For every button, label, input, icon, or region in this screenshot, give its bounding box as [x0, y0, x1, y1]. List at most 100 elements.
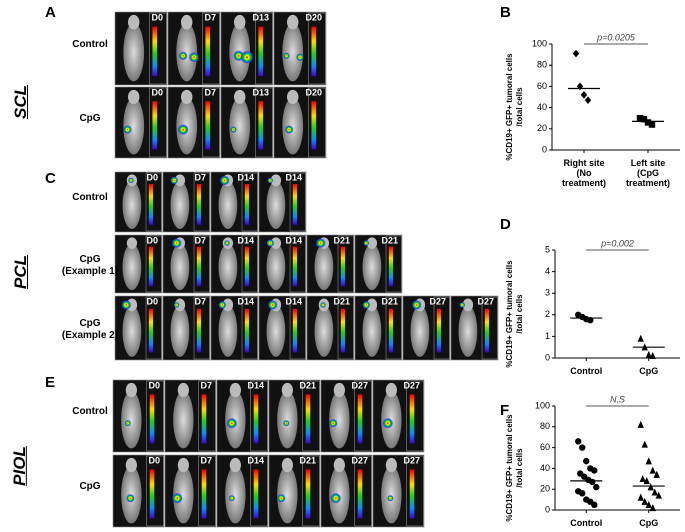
point: [645, 350, 652, 358]
mouse-body: [170, 305, 190, 357]
mouse-body: [282, 22, 304, 82]
scale-box: [202, 12, 220, 85]
color-bar: [244, 246, 250, 287]
signal: [178, 51, 188, 60]
mouse-image: D21: [268, 454, 321, 528]
day-label: D14: [247, 380, 264, 390]
y-axis-label: %CD19+ GFP+ tumoral cells /total cells: [505, 414, 524, 522]
signal: [177, 124, 189, 135]
mouse-image: D0: [114, 11, 168, 86]
color-bar: [305, 394, 311, 444]
mouse-image: D0: [114, 171, 163, 233]
mouse-head: [385, 457, 397, 473]
scale-box: [250, 455, 268, 527]
mouse-head: [333, 457, 345, 473]
signal: [219, 175, 230, 186]
mouse-body: [282, 97, 304, 155]
panel-letter: B: [500, 4, 511, 21]
day-label: D27: [351, 455, 368, 465]
signal: [267, 177, 274, 184]
mouse-image: D0: [114, 295, 163, 361]
mouse-head: [181, 14, 193, 30]
x-tick-label: CpG: [639, 366, 659, 376]
row-label: CpG (Example 1): [61, 254, 119, 277]
scale-box: [354, 455, 372, 527]
y-tick-label: 80: [540, 421, 550, 431]
mouse-head: [128, 89, 140, 105]
annotation: N.S: [610, 394, 625, 404]
day-label: D7: [204, 12, 216, 22]
mouse-body: [218, 243, 238, 291]
mouse-image: D27: [402, 295, 451, 361]
point: [647, 483, 654, 491]
color-bar: [196, 308, 202, 353]
color-bar: [292, 308, 298, 353]
day-label: D14: [237, 296, 254, 306]
color-bar: [340, 246, 346, 287]
mouse-head: [462, 298, 474, 312]
mouse-body: [122, 305, 142, 357]
mouse-body: [410, 305, 430, 357]
point: [584, 96, 592, 105]
signal: [124, 420, 131, 427]
day-label: D27: [429, 296, 446, 306]
mouse-head: [128, 14, 140, 30]
scale-box: [145, 235, 162, 293]
color-bar: [305, 469, 311, 519]
scale-box: [433, 296, 450, 360]
day-label: D0: [148, 380, 160, 390]
mouse-body: [225, 465, 246, 524]
scale-box: [241, 296, 258, 360]
day-label: D0: [151, 87, 163, 97]
mouse-body: [277, 465, 298, 524]
signal: [382, 418, 393, 429]
scale-box: [308, 87, 326, 158]
y-tick-label: 100: [532, 38, 547, 48]
mouse-head: [125, 457, 137, 473]
scale-box: [406, 380, 424, 452]
color-bar: [196, 184, 202, 225]
point: [645, 457, 652, 465]
color-bar: [149, 469, 155, 519]
y-tick-label: 0: [545, 352, 550, 362]
signal: [171, 238, 182, 248]
signal: [123, 125, 132, 134]
mouse-body: [229, 97, 251, 155]
mouse-head: [222, 298, 234, 312]
mouse-body: [121, 390, 142, 449]
point: [636, 115, 644, 122]
scale-box: [145, 296, 162, 360]
y-tick-label: 3: [545, 288, 550, 298]
y-tick-label: 1: [545, 331, 550, 341]
mouse-body: [170, 243, 190, 291]
day-label: D20: [305, 87, 322, 97]
day-label: D14: [237, 172, 254, 182]
day-label: D21: [333, 296, 350, 306]
y-tick-label: 0: [545, 504, 550, 514]
mouse-image: D7: [162, 171, 211, 233]
x-tick-label: Control: [570, 518, 603, 528]
point: [637, 493, 644, 501]
mouse-body: [122, 243, 142, 291]
mouse-image: D0: [112, 379, 165, 453]
row-label: Control: [72, 192, 108, 203]
mouse-body: [362, 305, 382, 357]
scale-box: [198, 455, 216, 527]
y-tick-label: 80: [537, 60, 547, 70]
y-tick-label: 20: [537, 123, 547, 133]
mouse-body: [122, 181, 142, 229]
mouse-image: D27: [372, 379, 425, 453]
day-label: D0: [146, 235, 158, 245]
group-label: SCL: [11, 85, 30, 119]
signal: [267, 300, 278, 310]
point: [649, 466, 656, 474]
x-tick-label: Left site (CpG treatment): [625, 158, 670, 188]
color-bar: [148, 246, 154, 287]
mouse-head: [229, 457, 241, 473]
mouse-image: D7: [164, 379, 217, 453]
color-bar: [196, 246, 202, 287]
scale-box: [145, 172, 162, 232]
panel-letter: D: [500, 216, 511, 233]
mouse-head: [366, 298, 378, 312]
